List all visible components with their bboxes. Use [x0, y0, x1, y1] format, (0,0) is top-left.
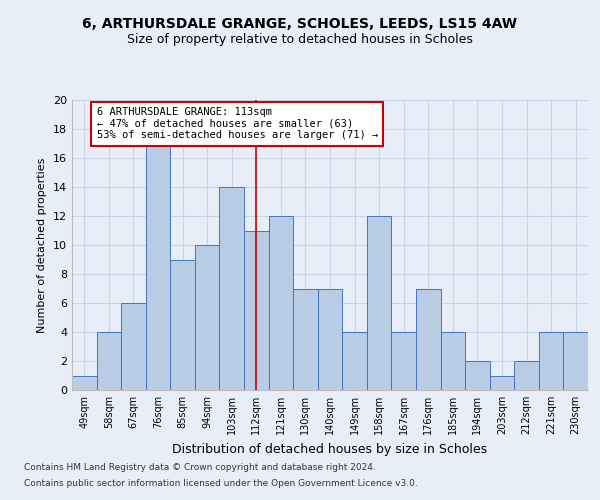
Bar [440, 332, 465, 390]
Bar [121, 303, 146, 390]
Bar [514, 361, 539, 390]
Bar [342, 332, 367, 390]
Bar [539, 332, 563, 390]
Y-axis label: Number of detached properties: Number of detached properties [37, 158, 47, 332]
Text: Contains HM Land Registry data © Crown copyright and database right 2024.: Contains HM Land Registry data © Crown c… [24, 464, 376, 472]
Bar [72, 376, 97, 390]
Bar [146, 144, 170, 390]
Bar [318, 288, 342, 390]
Bar [244, 230, 269, 390]
Bar [293, 288, 318, 390]
Text: Size of property relative to detached houses in Scholes: Size of property relative to detached ho… [127, 32, 473, 46]
Bar [563, 332, 588, 390]
Text: Contains public sector information licensed under the Open Government Licence v3: Contains public sector information licen… [24, 478, 418, 488]
Bar [195, 245, 220, 390]
Bar [490, 376, 514, 390]
Bar [367, 216, 391, 390]
Text: 6, ARTHURSDALE GRANGE, SCHOLES, LEEDS, LS15 4AW: 6, ARTHURSDALE GRANGE, SCHOLES, LEEDS, L… [83, 18, 517, 32]
Bar [416, 288, 440, 390]
Bar [220, 187, 244, 390]
Bar [170, 260, 195, 390]
Bar [269, 216, 293, 390]
Bar [391, 332, 416, 390]
Text: 6 ARTHURSDALE GRANGE: 113sqm
← 47% of detached houses are smaller (63)
53% of se: 6 ARTHURSDALE GRANGE: 113sqm ← 47% of de… [97, 108, 378, 140]
X-axis label: Distribution of detached houses by size in Scholes: Distribution of detached houses by size … [172, 442, 488, 456]
Bar [97, 332, 121, 390]
Bar [465, 361, 490, 390]
